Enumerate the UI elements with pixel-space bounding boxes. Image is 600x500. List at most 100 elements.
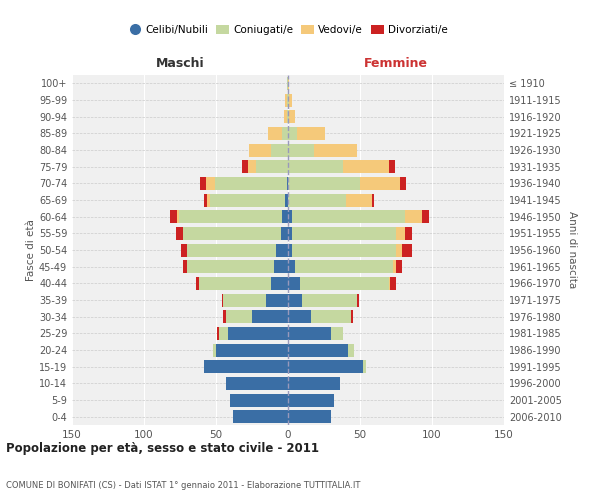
Bar bbox=[396, 227, 404, 240]
Bar bbox=[288, 127, 296, 140]
Bar bbox=[288, 210, 292, 223]
Bar bbox=[288, 177, 360, 190]
Bar bbox=[402, 244, 412, 256]
Bar bbox=[389, 277, 390, 290]
Bar bbox=[284, 110, 287, 123]
Bar bbox=[302, 294, 357, 306]
Bar bbox=[248, 160, 256, 173]
Bar bbox=[288, 344, 349, 356]
Bar bbox=[183, 260, 187, 273]
Bar bbox=[219, 327, 227, 340]
Y-axis label: Anni di nascita: Anni di nascita bbox=[567, 212, 577, 288]
Bar bbox=[187, 244, 277, 256]
Bar bbox=[288, 77, 289, 90]
Bar bbox=[404, 227, 412, 240]
Bar bbox=[268, 127, 282, 140]
Bar bbox=[289, 110, 295, 123]
Bar bbox=[215, 177, 287, 190]
Text: COMUNE DI BONIFATI (CS) - Dati ISTAT 1° gennaio 2011 - Elaborazione TUTTITALIA.I: COMUNE DI BONIFATI (CS) - Dati ISTAT 1° … bbox=[6, 481, 361, 490]
Bar bbox=[179, 210, 282, 223]
Bar bbox=[288, 94, 289, 106]
Bar bbox=[360, 177, 400, 190]
Bar bbox=[216, 344, 288, 356]
Bar bbox=[274, 260, 288, 273]
Bar bbox=[357, 294, 359, 306]
Bar bbox=[266, 294, 288, 306]
Bar bbox=[287, 110, 288, 123]
Bar bbox=[252, 310, 288, 323]
Bar bbox=[249, 144, 271, 156]
Bar bbox=[206, 177, 215, 190]
Bar bbox=[210, 194, 285, 206]
Bar bbox=[371, 194, 374, 206]
Legend: Celibi/Nubili, Coniugati/e, Vedovi/e, Divorziati/e: Celibi/Nubili, Coniugati/e, Vedovi/e, Di… bbox=[124, 20, 452, 40]
Bar bbox=[170, 210, 177, 223]
Bar bbox=[277, 244, 288, 256]
Bar bbox=[299, 277, 389, 290]
Bar bbox=[295, 260, 393, 273]
Bar bbox=[288, 360, 363, 373]
Bar bbox=[346, 194, 371, 206]
Bar bbox=[196, 277, 199, 290]
Bar bbox=[393, 260, 396, 273]
Bar bbox=[282, 127, 288, 140]
Bar bbox=[288, 260, 295, 273]
Bar bbox=[288, 277, 299, 290]
Text: Femmine: Femmine bbox=[364, 57, 428, 70]
Bar bbox=[200, 177, 206, 190]
Bar bbox=[288, 394, 334, 406]
Bar bbox=[287, 177, 288, 190]
Bar bbox=[287, 77, 288, 90]
Bar bbox=[292, 227, 396, 240]
Bar bbox=[177, 210, 179, 223]
Bar bbox=[363, 360, 366, 373]
Bar bbox=[389, 160, 395, 173]
Bar bbox=[288, 110, 289, 123]
Bar bbox=[288, 227, 292, 240]
Bar bbox=[282, 210, 288, 223]
Bar bbox=[396, 260, 402, 273]
Bar bbox=[285, 194, 288, 206]
Bar bbox=[349, 344, 354, 356]
Bar bbox=[222, 294, 223, 306]
Bar bbox=[352, 310, 353, 323]
Bar bbox=[287, 94, 288, 106]
Bar bbox=[288, 327, 331, 340]
Bar bbox=[422, 210, 429, 223]
Bar bbox=[288, 294, 302, 306]
Y-axis label: Fasce di età: Fasce di età bbox=[26, 219, 36, 281]
Bar bbox=[288, 244, 292, 256]
Bar bbox=[227, 327, 288, 340]
Bar bbox=[213, 344, 216, 356]
Bar bbox=[331, 327, 343, 340]
Bar bbox=[285, 94, 287, 106]
Bar bbox=[288, 310, 311, 323]
Bar bbox=[205, 194, 208, 206]
Bar bbox=[271, 144, 288, 156]
Bar bbox=[296, 127, 325, 140]
Bar bbox=[311, 310, 352, 323]
Bar bbox=[288, 377, 340, 390]
Bar bbox=[208, 194, 210, 206]
Bar bbox=[217, 327, 219, 340]
Bar bbox=[187, 260, 274, 273]
Bar bbox=[271, 277, 288, 290]
Text: Maschi: Maschi bbox=[155, 57, 205, 70]
Bar bbox=[242, 160, 248, 173]
Bar bbox=[390, 277, 396, 290]
Bar bbox=[181, 244, 187, 256]
Bar bbox=[205, 360, 288, 373]
Bar bbox=[292, 210, 404, 223]
Bar bbox=[396, 244, 402, 256]
Bar bbox=[230, 394, 288, 406]
Bar bbox=[233, 410, 288, 423]
Bar bbox=[404, 210, 422, 223]
Bar bbox=[288, 410, 331, 423]
Bar bbox=[343, 160, 389, 173]
Bar bbox=[176, 227, 183, 240]
Bar bbox=[223, 294, 266, 306]
Bar bbox=[314, 144, 357, 156]
Text: Popolazione per età, sesso e stato civile - 2011: Popolazione per età, sesso e stato civil… bbox=[6, 442, 319, 455]
Bar bbox=[292, 244, 396, 256]
Bar bbox=[400, 177, 406, 190]
